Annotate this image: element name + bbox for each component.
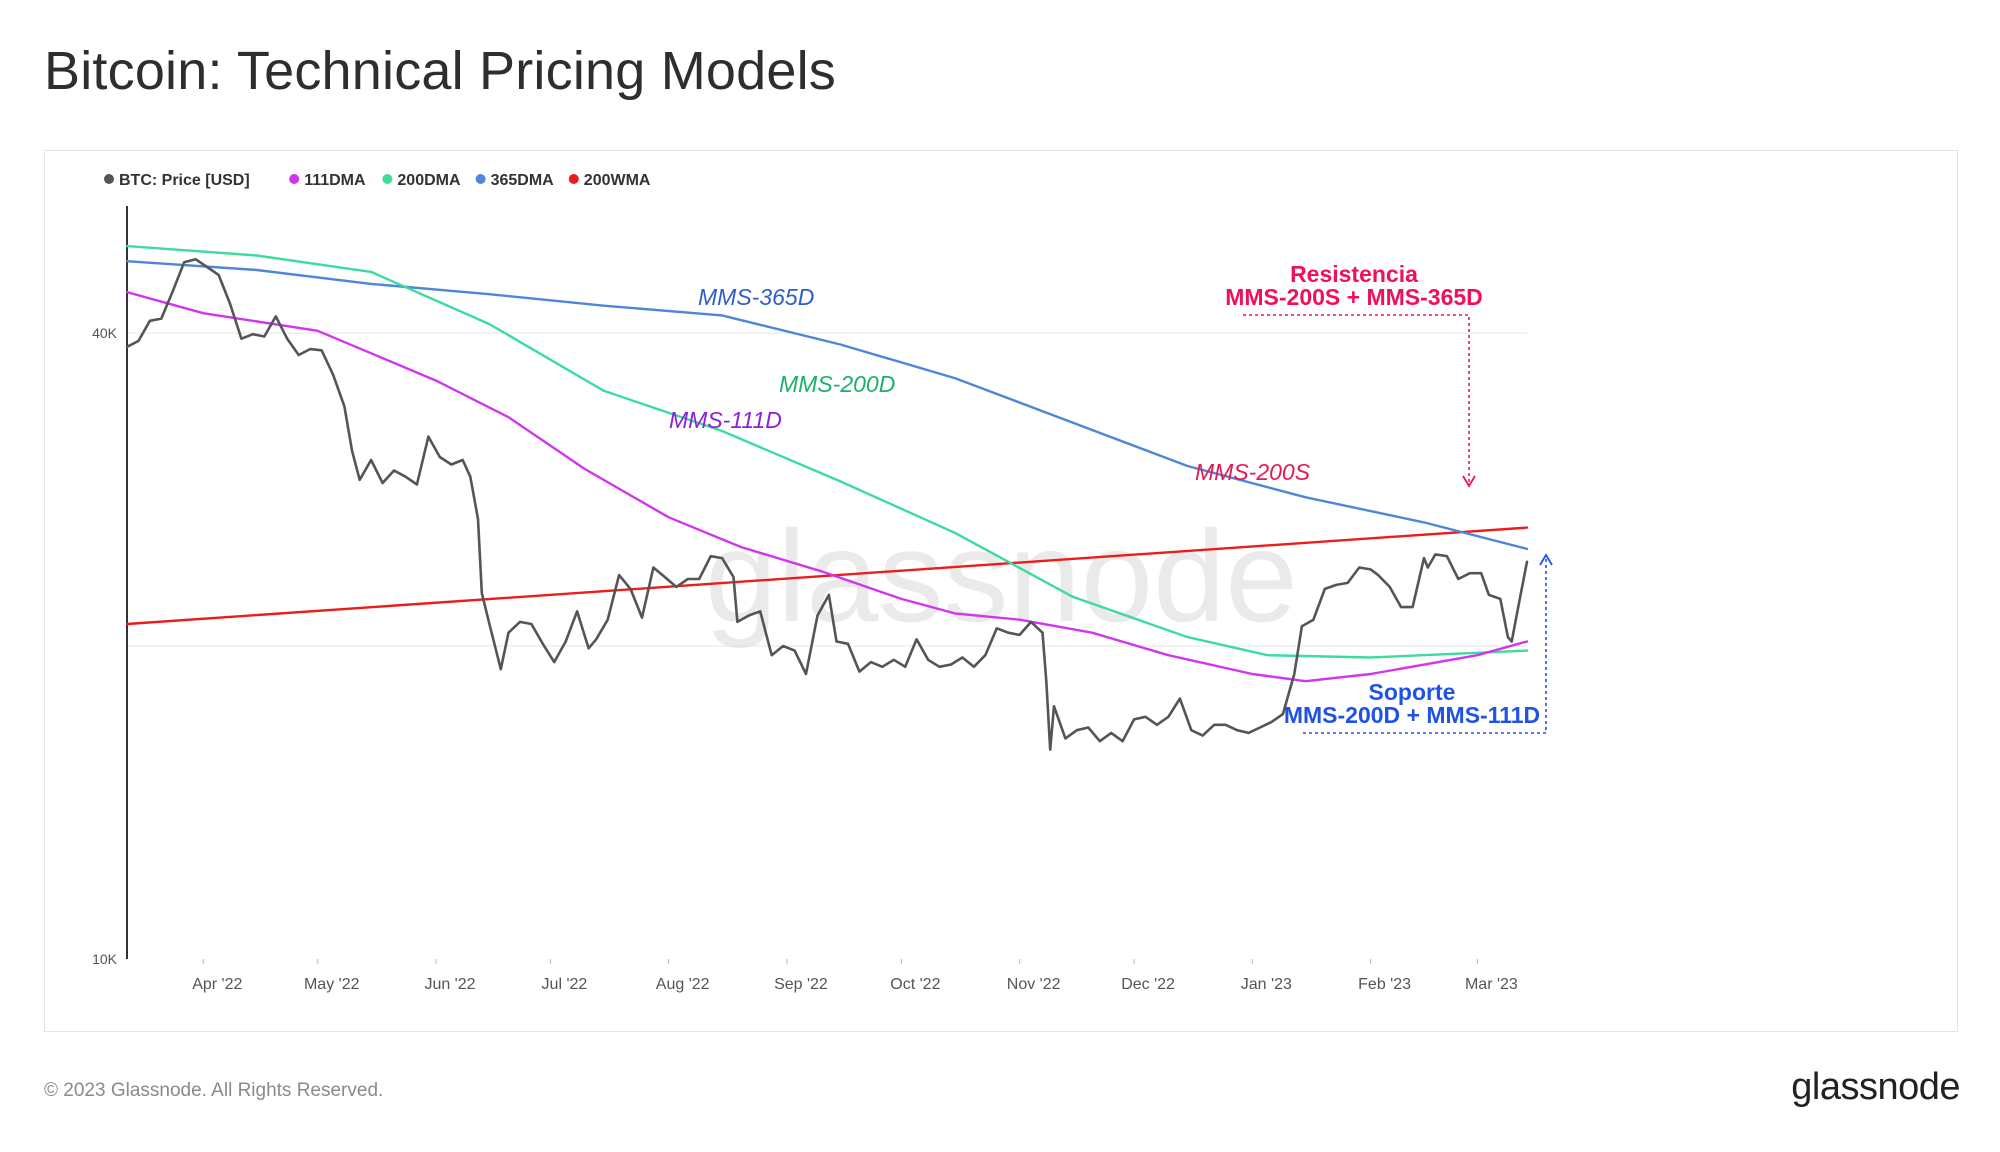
legend-item-btc-price-usd[interactable]: BTC: Price [USD] xyxy=(119,172,250,189)
model-label-mms-200s: MMS-200S xyxy=(1195,459,1311,485)
series-line-365dma xyxy=(125,260,1529,551)
x-tick-label: Jun '22 xyxy=(424,976,475,993)
resistance-leader xyxy=(1243,314,1470,484)
legend-marker-200dma xyxy=(382,174,393,184)
y-tick-labels: 40K 10K xyxy=(92,325,118,967)
legend-marker-111dma xyxy=(289,174,300,184)
resistance-arrowhead xyxy=(1462,475,1476,488)
y-tick-label: 40K xyxy=(92,325,118,341)
support-leader xyxy=(1303,557,1547,734)
page-title: Bitcoin: Technical Pricing Models xyxy=(44,41,836,101)
legend-item-200wma[interactable]: 200WMA xyxy=(584,172,651,189)
resistance-subtitle: MMS-200S + MMS-365D xyxy=(1225,284,1483,310)
chart-svg: BTC: Price [USD] 111DMA 200DMA 365DMA 200WMA… xyxy=(92,172,1553,993)
model-labels: MMS-365D MMS-200D MMS-111D MMS-200S xyxy=(669,284,1311,485)
watermark: glassnode xyxy=(705,503,1298,649)
legend-marker-btc-price-usd xyxy=(104,174,114,184)
legend-marker-200wma xyxy=(568,174,579,184)
x-tick-label: Feb '23 xyxy=(1358,976,1411,993)
legend-item-365dma[interactable]: 365DMA xyxy=(491,172,555,189)
support-subtitle: MMS-200D + MMS-111D xyxy=(1284,702,1540,728)
glassnode-logo: glassnode xyxy=(1791,1066,1960,1108)
series-line-200dma xyxy=(125,244,1529,659)
series-line-111dma xyxy=(125,290,1529,683)
legend-item-200dma[interactable]: 200DMA xyxy=(397,172,461,189)
x-tick-label: Dec '22 xyxy=(1121,976,1175,993)
x-tick-label: Nov '22 xyxy=(1007,976,1061,993)
model-label-mms-365d: MMS-365D xyxy=(698,284,814,310)
series-line-200wma xyxy=(125,526,1529,626)
resistance-title: Resistencia xyxy=(1290,261,1418,287)
legend-marker-365dma xyxy=(475,174,486,184)
model-label-mms-111d: MMS-111D xyxy=(669,407,782,433)
legend-item-111dma[interactable]: 111DMA xyxy=(304,172,366,189)
support-title: Soporte xyxy=(1369,679,1456,705)
x-tick-label: Jul '22 xyxy=(542,976,588,993)
x-tick-label: Sep '22 xyxy=(774,976,828,993)
y-tick-label: 10K xyxy=(92,951,118,967)
chart-frame: BTC: Price [USD] 111DMA 200DMA 365DMA 200WMA… xyxy=(44,150,1958,1032)
series-lines xyxy=(125,244,1529,751)
series-line-btc-price-usd xyxy=(125,258,1529,751)
copyright-text: © 2023 Glassnode. All Rights Reserved. xyxy=(44,1080,384,1101)
x-tick-label: Mar '23 xyxy=(1465,976,1518,993)
x-tick-labels: Apr '22 May '22 Jun '22 Jul '22 Aug '22 Sep '… xyxy=(192,959,1518,993)
gridlines xyxy=(127,332,1527,647)
x-tick-label: Oct '22 xyxy=(890,976,940,993)
x-tick-label: Aug '22 xyxy=(656,976,710,993)
x-tick-label: May '22 xyxy=(304,976,360,993)
x-tick-label: Jan '23 xyxy=(1241,976,1292,993)
support-arrowhead xyxy=(1539,553,1553,566)
legend: BTC: Price [USD] 111DMA 200DMA 365DMA 200WMA xyxy=(104,172,651,189)
model-label-mms-200d: MMS-200D xyxy=(779,371,895,397)
x-tick-label: Apr '22 xyxy=(192,976,242,993)
